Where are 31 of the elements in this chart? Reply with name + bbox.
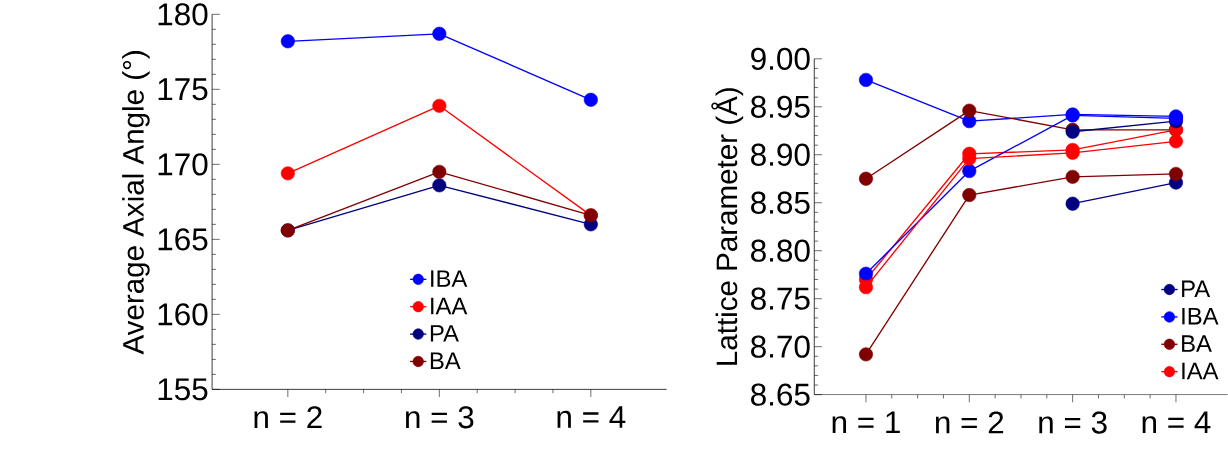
x-tick-label: n = 3 — [406, 406, 474, 429]
y-tick-label: 8.85 — [751, 191, 810, 214]
x-tick-label: n = 4 — [1142, 411, 1211, 434]
legend-label: IAA — [431, 297, 468, 315]
y-tick-label: 8.65 — [751, 383, 810, 406]
y-axis-title: Lattice Parameter (Å) — [711, 88, 744, 365]
y-tick-label: 8.90 — [751, 143, 810, 166]
legend-label: IBA — [431, 270, 468, 287]
y-tick-label: 180 — [158, 3, 208, 26]
y-axis-title: Average Axial Angle (°) — [122, 51, 150, 355]
y-tick-label: 170 — [158, 153, 208, 176]
x-tick-label: n = 1 — [832, 411, 900, 434]
y-tick-label: 8.80 — [751, 239, 810, 262]
y-tick-label: 8.75 — [751, 287, 810, 310]
x-tick-label: n = 2 — [254, 406, 322, 429]
y-tick-label: 8.95 — [751, 95, 810, 118]
x-tick-label: n = 3 — [1039, 411, 1107, 434]
legend-label: BA — [1182, 335, 1212, 352]
y-tick-label: 175 — [158, 78, 208, 101]
y-tick-label: 160 — [158, 303, 208, 326]
y-tick-label: 155 — [158, 378, 208, 401]
x-tick-label: n = 4 — [557, 406, 626, 428]
y-tick-label: 8.70 — [751, 335, 810, 358]
legend-label: PA — [1182, 280, 1211, 298]
legend-label: PA — [430, 325, 459, 342]
legend-label: IAA — [1182, 362, 1219, 380]
y-tick-label: 9.00 — [751, 47, 810, 70]
legend-label: BA — [430, 352, 461, 369]
legend-label: IBA — [1182, 308, 1219, 325]
x-tick-label: n = 2 — [935, 411, 1004, 434]
y-tick-label: 165 — [158, 228, 208, 251]
